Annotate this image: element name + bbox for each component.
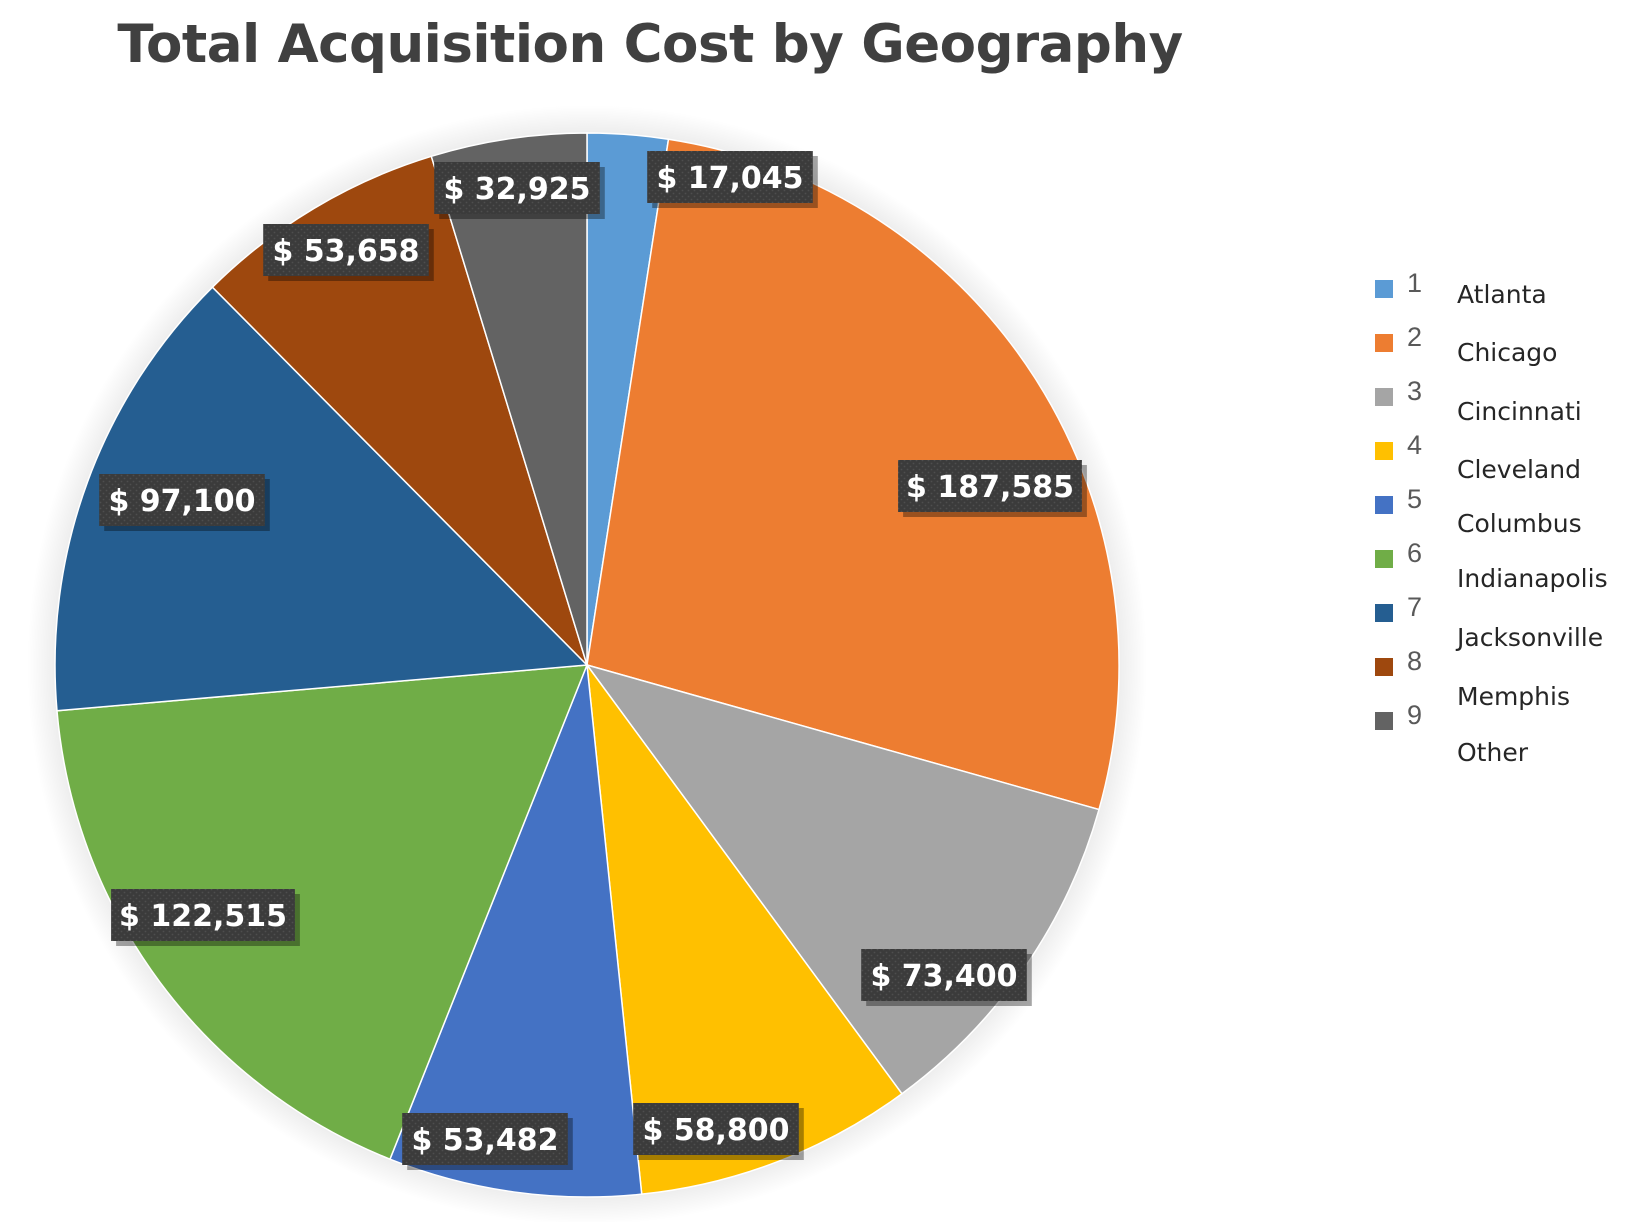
legend-swatch (1375, 550, 1393, 568)
pie-slice-other (430, 132, 588, 666)
legend-label: Atlanta (1457, 280, 1547, 309)
pie-slice-jacksonville (54, 286, 589, 712)
legend-number: 5 (1407, 484, 1423, 514)
data-label-text: $ 122,515 (119, 899, 287, 934)
data-label-box (898, 460, 1082, 512)
legend-number: 3 (1407, 376, 1423, 406)
data-label-cincinnati: $ 73,400 (861, 949, 1032, 1006)
legend-swatch (1375, 712, 1393, 730)
legend-swatch (1375, 496, 1393, 514)
legend-number: 4 (1407, 430, 1423, 460)
data-label-text: $ 58,800 (642, 1113, 789, 1148)
data-label-cleveland: $ 58,800 (633, 1103, 804, 1160)
data-label-chicago: $ 187,585 (898, 460, 1087, 517)
pie-slice-cleveland (585, 662, 903, 1196)
legend-swatch (1375, 442, 1393, 460)
legend-label: Columbus (1457, 509, 1582, 538)
data-label-box (263, 224, 429, 276)
data-label-box (647, 151, 813, 203)
data-label-text: $ 32,925 (443, 172, 590, 207)
legend-label: Memphis (1457, 682, 1570, 711)
legend-label: Cleveland (1457, 455, 1581, 484)
data-label-memphis: $ 53,658 (263, 224, 434, 281)
legend-number: 1 (1407, 268, 1423, 298)
legend-swatch (1375, 604, 1393, 622)
legend-swatch (1375, 334, 1393, 352)
data-label-jacksonville: $ 97,100 (99, 474, 270, 531)
data-label-text: $ 53,482 (411, 1123, 558, 1158)
data-label-box (99, 474, 265, 526)
legend-swatch (1375, 280, 1393, 298)
legend-label: Cincinnati (1457, 397, 1582, 426)
data-label-indianapolis: $ 122,515 (111, 889, 300, 946)
data-label-atlanta: $ 17,045 (647, 151, 818, 208)
pie-slice-columbus (388, 664, 643, 1198)
pie-slice-memphis (211, 155, 588, 666)
legend-number: 6 (1407, 538, 1423, 568)
data-label-box (861, 949, 1027, 1001)
legend-number: 7 (1407, 592, 1423, 622)
legend-number: 8 (1407, 646, 1423, 676)
data-label-other: $ 32,925 (434, 162, 605, 219)
data-label-text: $ 73,400 (870, 959, 1017, 994)
legend-number: 9 (1407, 700, 1423, 730)
legend-swatch (1375, 658, 1393, 676)
data-label-box (434, 162, 600, 214)
data-label-box (402, 1113, 568, 1165)
pie-slice-indianapolis (56, 664, 589, 1161)
data-label-box (111, 889, 295, 941)
data-label-text: $ 17,045 (656, 161, 803, 196)
data-label-text: $ 187,585 (906, 470, 1074, 505)
chart-title: Total Acquisition Cost by Geography (117, 14, 1183, 75)
legend-label: Jacksonville (1457, 623, 1604, 652)
legend-label: Indianapolis (1457, 564, 1608, 593)
legend-number: 2 (1407, 322, 1423, 352)
legend-swatch (1375, 388, 1393, 406)
data-label-text: $ 97,100 (108, 484, 255, 519)
legend-label: Other (1457, 738, 1528, 767)
data-label-text: $ 53,658 (272, 234, 419, 269)
data-label-box (633, 1103, 799, 1155)
legend-label: Chicago (1457, 338, 1558, 367)
data-label-columbus: $ 53,482 (402, 1113, 573, 1170)
